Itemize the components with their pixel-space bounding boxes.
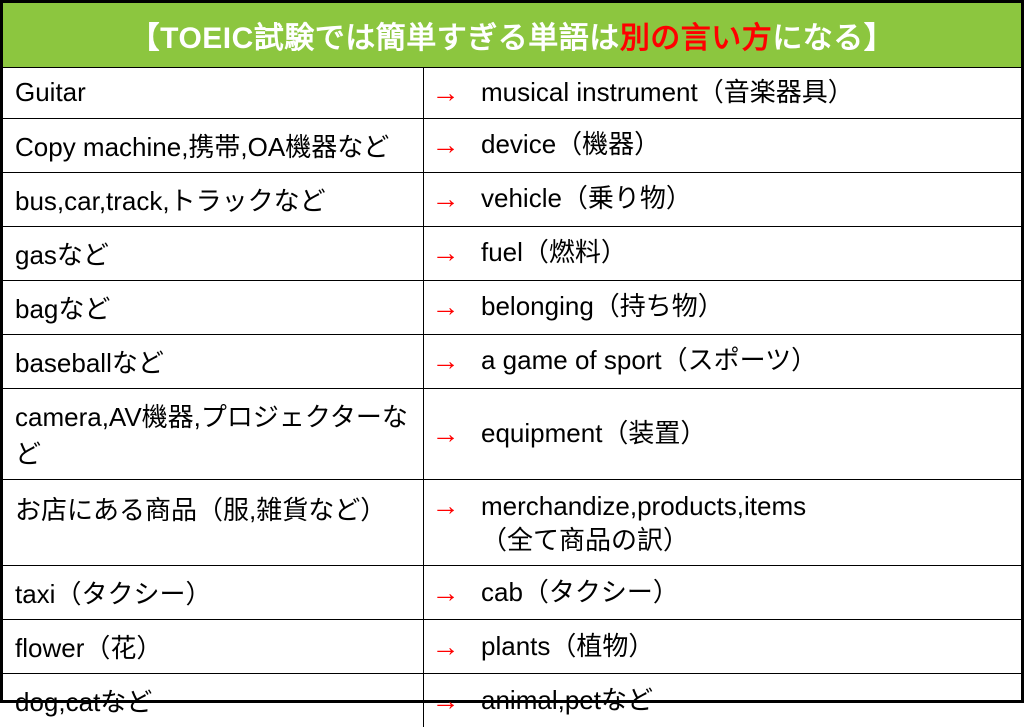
table-row: Copy machine,携帯,OA機器など→device（機器）	[3, 119, 1021, 173]
table-row: bagなど→belonging（持ち物）	[3, 281, 1021, 335]
arrow-icon: →	[423, 173, 467, 226]
header-suffix: になる】	[772, 22, 894, 55]
table-row: bus,car,track,トラックなど→vehicle（乗り物）	[3, 173, 1021, 227]
toeic-word-cell: vehicle（乗り物）	[467, 173, 1021, 226]
toeic-word-cell: plants（植物）	[467, 620, 1021, 673]
simple-word-cell: flower（花）	[3, 620, 423, 673]
table-row: Guitar→musical instrument（音楽器具）	[3, 68, 1021, 119]
table-row: taxi（タクシー）→cab（タクシー）	[3, 566, 1021, 620]
arrow-icon: →	[423, 620, 467, 673]
simple-word-cell: camera,AV機器,プロジェクターなど	[3, 389, 423, 479]
simple-word-cell: お店にある商品（服,雑貨など）	[3, 480, 423, 566]
simple-word-cell: dog,catなど	[3, 674, 423, 727]
header-prefix: 【TOEIC試験では簡単すぎる単語は	[130, 22, 620, 55]
simple-word-cell: bagなど	[3, 281, 423, 334]
simple-word-cell: gasなど	[3, 227, 423, 280]
table-row: baseballなど→a game of sport（スポーツ）	[3, 335, 1021, 389]
header-highlight: 別の言い方	[620, 22, 773, 55]
simple-word-cell: baseballなど	[3, 335, 423, 388]
table-row: gasなど→fuel（燃料）	[3, 227, 1021, 281]
table-row: お店にある商品（服,雑貨など）→merchandize,products,ite…	[3, 480, 1021, 567]
toeic-word-cell: equipment（装置）	[467, 389, 1021, 479]
arrow-icon: →	[423, 674, 467, 727]
arrow-icon: →	[423, 227, 467, 280]
arrow-icon: →	[423, 335, 467, 388]
simple-word-cell: bus,car,track,トラックなど	[3, 173, 423, 226]
table-row: camera,AV機器,プロジェクターなど→equipment（装置）	[3, 389, 1021, 480]
table-row: flower（花）→plants（植物）	[3, 620, 1021, 674]
toeic-word-cell: belonging（持ち物）	[467, 281, 1021, 334]
arrow-icon: →	[423, 389, 467, 479]
table-header: 【TOEIC試験では簡単すぎる単語は別の言い方になる】	[3, 3, 1021, 68]
toeic-word-cell: fuel（燃料）	[467, 227, 1021, 280]
simple-word-cell: taxi（タクシー）	[3, 566, 423, 619]
toeic-word-cell: cab（タクシー）	[467, 566, 1021, 619]
table-body: Guitar→musical instrument（音楽器具）Copy mach…	[3, 68, 1021, 727]
arrow-icon: →	[423, 566, 467, 619]
toeic-word-cell: device（機器）	[467, 119, 1021, 172]
arrow-icon: →	[423, 119, 467, 172]
arrow-icon: →	[423, 480, 467, 566]
toeic-word-cell: merchandize,products,items （全て商品の訳）	[467, 480, 1021, 566]
arrow-icon: →	[423, 281, 467, 334]
simple-word-cell: Copy machine,携帯,OA機器など	[3, 119, 423, 172]
toeic-word-cell: animal,petなど	[467, 674, 1021, 727]
toeic-word-cell: a game of sport（スポーツ）	[467, 335, 1021, 388]
vocab-table: 【TOEIC試験では簡単すぎる単語は別の言い方になる】 Guitar→music…	[0, 0, 1024, 703]
arrow-icon: →	[423, 68, 467, 118]
table-row: dog,catなど→animal,petなど	[3, 674, 1021, 727]
simple-word-cell: Guitar	[3, 68, 423, 118]
toeic-word-cell: musical instrument（音楽器具）	[467, 68, 1021, 118]
